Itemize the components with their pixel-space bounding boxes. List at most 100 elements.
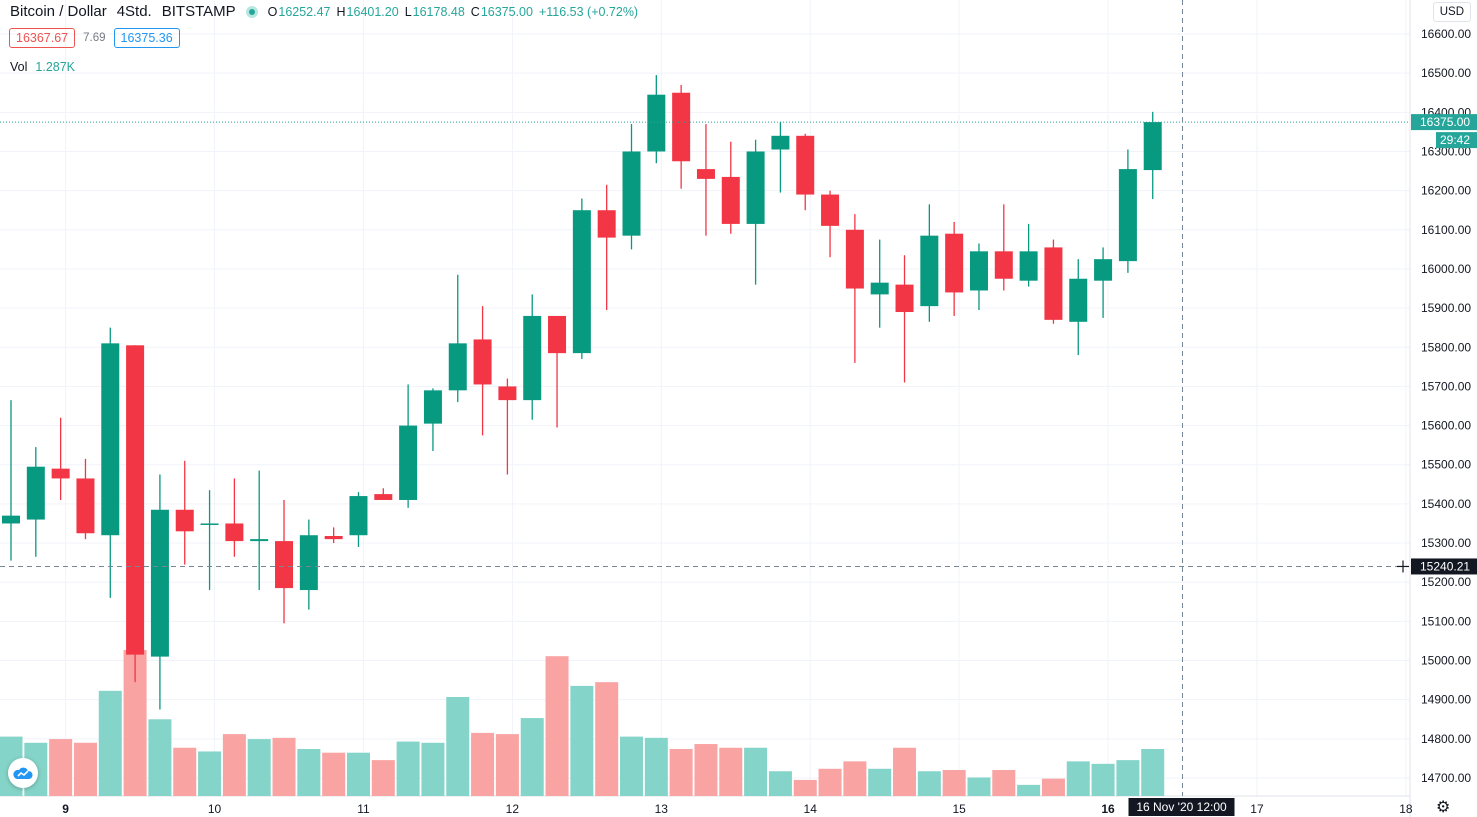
candle-body [275, 541, 294, 589]
volume-bar [793, 779, 817, 796]
candle-body [2, 515, 20, 524]
candle-body [225, 523, 244, 542]
symbol-legend[interactable]: Bitcoin / Dollar 4Std. BITSTAMP O16252.4… [10, 3, 638, 20]
ohlc-values: O16252.47 H16401.20 L16178.48 C16375.00 … [268, 5, 638, 19]
volume-bar [247, 739, 271, 796]
volume-bar [471, 732, 495, 796]
candle-body [26, 466, 45, 520]
volume-bar [49, 739, 73, 796]
gear-icon[interactable]: ⚙ [1436, 799, 1451, 816]
candle-body [423, 390, 442, 424]
volume-bar [595, 682, 619, 796]
price-tick-label: 14700.00 [1421, 771, 1471, 785]
candle-body [448, 343, 467, 391]
ohlc-open-key: O [267, 4, 278, 19]
time-axis[interactable]: 9 10 11 12 13 14 15 16 17 18 16 Nov '20 12:00 [62, 798, 1413, 816]
price-tick-label: 15300.00 [1421, 536, 1471, 550]
volume-bar [1041, 778, 1065, 796]
crosshair-date-badge [1128, 798, 1235, 816]
volume-bar [967, 777, 991, 796]
volume-bar [495, 734, 519, 796]
price-tick-label: 15600.00 [1421, 419, 1471, 433]
sell-price-button[interactable]: 16367.67 [9, 28, 76, 48]
price-tick-label: 16600.00 [1421, 27, 1471, 41]
volume-bar [942, 770, 966, 796]
last-price-label: 16375.00 [1420, 115, 1470, 129]
candle-body [399, 425, 418, 500]
currency-button[interactable]: USD [1432, 2, 1471, 22]
volume-bar [272, 737, 296, 796]
candle-body [51, 468, 70, 479]
spread-value: 7.69 [83, 32, 106, 44]
time-tick-label: 18 [1399, 802, 1413, 816]
volume-bar [620, 736, 643, 796]
candle-body [870, 282, 889, 295]
candle-body [250, 539, 269, 542]
time-tick-label: 11 [357, 802, 370, 816]
grid-lines [0, 0, 1411, 817]
interval-label[interactable]: 4Std. [116, 3, 152, 20]
volume-bar [719, 747, 743, 796]
candle-body [945, 233, 964, 293]
candle-body [126, 345, 145, 655]
price-tick-label: 16100.00 [1421, 223, 1471, 237]
candle-body [498, 386, 517, 401]
time-tick-label: 13 [655, 802, 669, 816]
volume-bar [98, 690, 122, 796]
tradingview-cloud-icon[interactable] [8, 758, 38, 788]
candle-body [1019, 251, 1038, 281]
buy-price-button[interactable]: 16375.36 [113, 28, 180, 48]
volume-bar [297, 748, 321, 796]
candle-body [200, 523, 219, 525]
volume-bar [148, 719, 172, 796]
volume-bar [992, 770, 1016, 796]
time-tick-label: 16 [1101, 802, 1115, 816]
volume-bar [694, 744, 718, 796]
candle-body [175, 509, 194, 532]
volume-bar [843, 761, 867, 796]
candle-body [796, 135, 815, 195]
candle-body [299, 535, 318, 591]
candle-body [994, 251, 1013, 279]
volume-bar [322, 752, 346, 796]
symbol-name[interactable]: Bitcoin / Dollar [10, 3, 107, 20]
overlay-lines [0, 0, 1410, 796]
crosshair-date-label: 16 Nov '20 12:00 [1136, 800, 1227, 814]
volume-bar [222, 734, 246, 796]
price-tick-label: 15700.00 [1421, 379, 1471, 393]
volume-bar [198, 751, 222, 796]
time-tick-label: 15 [952, 802, 966, 816]
candle-body [548, 315, 567, 354]
candle-body [1143, 122, 1162, 171]
volume-bar [893, 747, 917, 796]
candle-body [473, 339, 492, 385]
candle-body [523, 315, 542, 401]
volume-bar [520, 718, 544, 796]
price-axis[interactable]: 14700.00 14800.00 14900.00 15000.00 15100.00… [1411, 27, 1477, 785]
volume-bar [371, 760, 395, 796]
volume-legend[interactable]: Vol 1.287K [10, 60, 75, 74]
candle-body [1069, 278, 1088, 322]
candle-body [969, 251, 988, 291]
volume-bar [868, 768, 892, 796]
volume-label: Vol [10, 60, 28, 74]
volume-bar [396, 741, 420, 796]
volume-bar [545, 656, 569, 796]
volume-bar [768, 771, 792, 796]
candle-body [746, 151, 765, 224]
crosshair-plus-icon [1397, 560, 1409, 573]
candle-body [895, 284, 914, 313]
ohlc-high-key: H [336, 4, 346, 19]
volume-bar [744, 747, 768, 796]
price-tick-label: 15100.00 [1421, 614, 1471, 628]
volume-value: 1.287K [35, 60, 76, 74]
ohlc-close-key: C [470, 4, 480, 19]
price-tick-label: 14800.00 [1421, 732, 1471, 746]
volume-bar [123, 650, 147, 796]
time-tick-label: 9 [62, 802, 69, 816]
volume-bar [421, 742, 445, 796]
price-tick-label: 15000.00 [1421, 654, 1471, 668]
candle-body [721, 176, 740, 224]
candle-body [150, 509, 169, 657]
